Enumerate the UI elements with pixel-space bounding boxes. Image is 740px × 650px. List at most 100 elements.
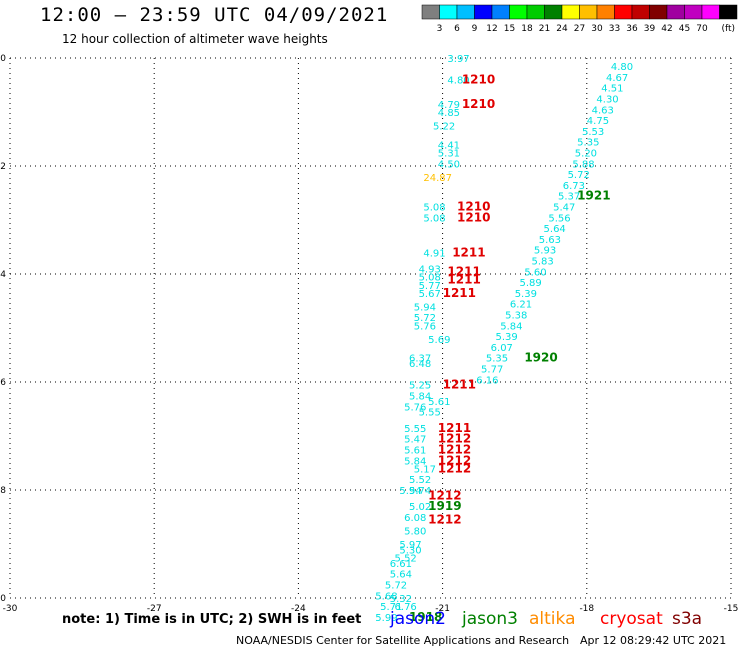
wave-height-label: 5.47 (404, 435, 426, 446)
wave-height-label: 5.38 (505, 311, 527, 322)
wave-height-label: 24.87 (423, 173, 452, 184)
x-tick-label: -27 (147, 604, 162, 614)
wave-height-label: 5.22 (433, 122, 455, 133)
wave-height-label: 5.64 (544, 224, 566, 235)
colorbar-swatch (649, 4, 668, 20)
wave-height-label: 5.08 (423, 203, 445, 214)
pass-label: 1210 (457, 200, 490, 214)
wave-height-label: 5.32 (390, 594, 412, 605)
wave-height-label: 4.80 (611, 62, 633, 73)
wave-height-label: 6.21 (510, 300, 532, 311)
colorbar-swatch (701, 4, 720, 20)
wave-height-label: 5.94 (399, 486, 421, 497)
wave-height-label: 5.84 (500, 321, 522, 332)
colorbar-swatch (684, 4, 703, 20)
wave-height-label: 6.73 (563, 181, 585, 192)
credit-text: NOAA/NESDIS Center for Satellite Applica… (236, 634, 570, 647)
y-tick-label: -6 (0, 378, 6, 388)
wave-height-label: 4.51 (601, 84, 623, 95)
wave-height-label: 5.64 (390, 570, 412, 581)
colorbar-label: 45 (679, 24, 690, 34)
wave-height-label: 4.75 (587, 116, 609, 127)
colorbar-label: 36 (626, 24, 638, 34)
wave-height-label: 5.74 (409, 486, 431, 497)
colorbar-swatch (439, 4, 458, 20)
x-tick-label: -15 (724, 604, 739, 614)
wave-height-label: 6.37 (409, 354, 431, 365)
legend-altika: altika (529, 609, 576, 629)
wave-height-label: 5.83 (532, 257, 554, 268)
colorbar: 3 6 9 12 15 18 21 24 27 30 33 36 39 42 45 70 (ft) (421, 4, 738, 34)
wave-height-label: 5.97 (399, 540, 421, 551)
colorbar-label: 33 (609, 24, 620, 34)
wave-height-label: 5.93 (534, 246, 556, 257)
wave-height-label: 5.61 (428, 397, 450, 408)
colorbar-swatch (579, 4, 598, 20)
pass-label: 1918 (409, 610, 442, 624)
wave-height-label: 5.67 (419, 289, 441, 300)
wave-height-label: 4.80 (447, 76, 469, 87)
y-tick-label: -2 (0, 162, 6, 172)
x-tick-label: -18 (579, 604, 594, 614)
wave-height-label: 5.20 (575, 149, 597, 160)
pass-label: 1211 (452, 245, 485, 259)
pass-label: 1211 (447, 272, 480, 286)
wave-height-label: 5.72 (385, 581, 407, 592)
pass-label: 1210 (457, 210, 490, 224)
colorbar-label: 12 (486, 24, 497, 34)
wave-height-label: 5.76 (404, 402, 426, 413)
y-tick-label: 0 (0, 54, 6, 64)
legend-cryosat: cryosat (600, 609, 663, 629)
wave-height-label: 5.02 (409, 502, 431, 513)
colorbar-swatch (456, 4, 475, 20)
pass-label: 1921 (577, 189, 610, 203)
colorbar-swatch (544, 4, 563, 20)
wave-height-label: 5.72 (414, 313, 436, 324)
colorbar-label: 15 (504, 24, 515, 34)
colorbar-label: 3 (437, 24, 443, 34)
x-tick-labels: -30 -27 -24 -21 -18 -15 (3, 604, 739, 614)
wave-height-label: 5.53 (582, 127, 604, 138)
colorbar-label: 27 (574, 24, 585, 34)
wave-height-label: 5.71 (380, 602, 402, 613)
wave-height-label: 5.08 (419, 273, 441, 284)
colorbar-label: 42 (661, 24, 672, 34)
y-tick-labels: 0 -2 -4 -6 -8 -10 (0, 54, 6, 604)
wave-height-label: 5.77 (419, 281, 441, 292)
wave-height-label: 5.84 (404, 456, 426, 467)
colorbar-label: 24 (556, 24, 568, 34)
pass-label: 1919 (428, 499, 461, 513)
wave-height-label: 4.41 (438, 140, 460, 151)
wave-height-label: 5.17 (414, 464, 436, 475)
wave-height-label: 5.94 (414, 302, 436, 313)
colorbar-swatch (491, 4, 510, 20)
wave-height-label: 5.77 (481, 365, 503, 376)
pass-label: 1920 (524, 351, 557, 365)
map-title: 12:00 – 23:59 UTC 04/09/2021 (40, 4, 389, 26)
legend-jason2: jason2 (390, 609, 446, 629)
colorbar-swatch (509, 4, 528, 20)
legend-s3a: s3a (672, 609, 703, 629)
wave-height-label: 4.79 (438, 100, 460, 111)
wave-height-label: 4.50 (438, 159, 460, 170)
colorbar-label: 9 (472, 24, 478, 34)
colorbar-label: 6 (454, 24, 460, 34)
pass-label: 1212 (438, 432, 471, 446)
colorbar-label: 39 (644, 24, 656, 34)
x-tick-label: -30 (3, 604, 18, 614)
colorbar-swatch (719, 4, 738, 20)
wave-height-label: 5.35 (577, 138, 599, 149)
wave-height-label: 6.48 (409, 359, 431, 370)
wave-height-label: 5.52 (409, 475, 431, 486)
colorbar-swatch (526, 4, 545, 20)
wave-height-label: 6.07 (491, 343, 513, 354)
wave-height-label: 5.89 (520, 278, 542, 289)
pass-label: 1210 (462, 73, 495, 87)
wave-height-label: 5.47 (553, 203, 575, 214)
wave-height-label: 5.80 (404, 527, 426, 538)
wave-height-label: 5.56 (548, 213, 570, 224)
plot-frame (9, 57, 732, 599)
grid-lines (10, 58, 731, 598)
pass-label: 1212 (428, 513, 461, 527)
